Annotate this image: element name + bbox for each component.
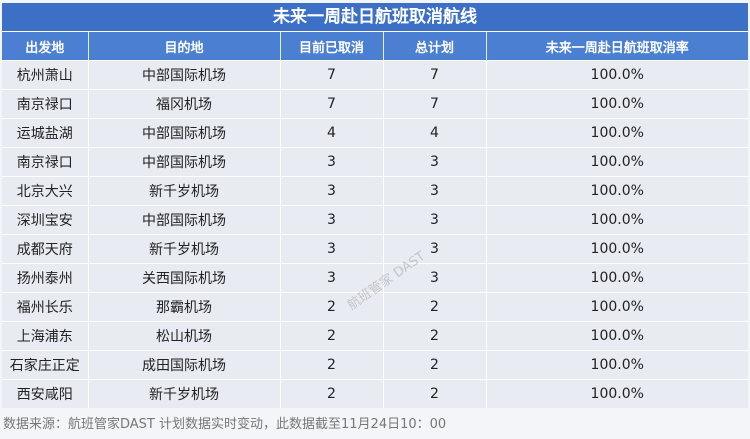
cell-cancelled: 2 xyxy=(280,350,384,380)
cell-rate: 100.0% xyxy=(486,379,748,408)
cell-origin: 南京禄口 xyxy=(2,147,89,177)
cell-rate: 100.0% xyxy=(486,205,748,235)
cell-rate: 100.0% xyxy=(486,350,748,380)
cell-cancelled: 3 xyxy=(280,205,384,235)
cell-planned: 3 xyxy=(383,176,487,206)
cell-rate: 100.0% xyxy=(486,263,748,293)
cell-rate: 100.0% xyxy=(486,60,748,90)
table-row: 运城盐湖 中部国际机场 4 4 100.0% xyxy=(2,118,748,148)
cell-origin: 深圳宝安 xyxy=(2,205,89,235)
cell-planned: 3 xyxy=(383,263,487,293)
cell-origin: 运城盐湖 xyxy=(2,118,89,148)
cell-planned: 3 xyxy=(383,234,487,264)
cell-origin: 北京大兴 xyxy=(2,176,89,206)
table-row: 南京禄口 中部国际机场 3 3 100.0% xyxy=(2,147,748,177)
header-cancelled: 目前已取消 xyxy=(280,32,384,61)
cell-cancelled: 2 xyxy=(280,379,384,408)
cell-cancelled: 3 xyxy=(280,147,384,177)
cell-destination: 关西国际机场 xyxy=(88,263,281,293)
cell-planned: 4 xyxy=(383,118,487,148)
cell-cancelled: 7 xyxy=(280,89,384,119)
cell-rate: 100.0% xyxy=(486,321,748,351)
cell-cancelled: 2 xyxy=(280,321,384,351)
table-row: 成都天府 新千岁机场 3 3 100.0% xyxy=(2,234,748,264)
cell-origin: 上海浦东 xyxy=(2,321,89,351)
cell-destination: 中部国际机场 xyxy=(88,60,281,90)
cell-planned: 7 xyxy=(383,89,487,119)
cell-destination: 福冈机场 xyxy=(88,89,281,119)
cell-cancelled: 3 xyxy=(280,176,384,206)
cell-planned: 2 xyxy=(383,321,487,351)
cancellation-table: 出发地 目的地 目前已取消 总计划 未来一周赴日航班取消率 杭州萧山 中部国际机场… xyxy=(2,32,748,408)
header-planned: 总计划 xyxy=(383,32,487,61)
header-rate: 未来一周赴日航班取消率 xyxy=(486,32,748,61)
cell-cancelled: 7 xyxy=(280,60,384,90)
cell-planned: 3 xyxy=(383,205,487,235)
cell-destination: 新千岁机场 xyxy=(88,176,281,206)
cell-rate: 100.0% xyxy=(486,234,748,264)
cell-planned: 7 xyxy=(383,60,487,90)
cell-destination: 新千岁机场 xyxy=(88,379,281,408)
cell-origin: 南京禄口 xyxy=(2,89,89,119)
cell-origin: 成都天府 xyxy=(2,234,89,264)
cell-destination: 那霸机场 xyxy=(88,292,281,322)
table-row: 石家庄正定 成田国际机场 2 2 100.0% xyxy=(2,350,748,380)
cell-destination: 成田国际机场 xyxy=(88,350,281,380)
cell-destination: 中部国际机场 xyxy=(88,205,281,235)
cell-origin: 西安咸阳 xyxy=(2,379,89,408)
header-origin: 出发地 xyxy=(2,32,89,61)
table-row: 福州长乐 那霸机场 2 2 100.0% xyxy=(2,292,748,322)
table-title: 未来一周赴日航班取消航线 xyxy=(2,3,748,32)
table-row: 西安咸阳 新千岁机场 2 2 100.0% xyxy=(2,379,748,408)
cell-rate: 100.0% xyxy=(486,147,748,177)
cell-cancelled: 3 xyxy=(280,263,384,293)
cell-destination: 中部国际机场 xyxy=(88,147,281,177)
table-row: 北京大兴 新千岁机场 3 3 100.0% xyxy=(2,176,748,206)
cell-planned: 3 xyxy=(383,147,487,177)
cell-rate: 100.0% xyxy=(486,89,748,119)
cell-origin: 扬州泰州 xyxy=(2,263,89,293)
cell-planned: 2 xyxy=(383,379,487,408)
table-row: 南京禄口 福冈机场 7 7 100.0% xyxy=(2,89,748,119)
cell-rate: 100.0% xyxy=(486,176,748,206)
cell-origin: 石家庄正定 xyxy=(2,350,89,380)
cell-cancelled: 3 xyxy=(280,234,384,264)
cell-origin: 杭州萧山 xyxy=(2,60,89,90)
cell-destination: 新千岁机场 xyxy=(88,234,281,264)
header-row: 出发地 目的地 目前已取消 总计划 未来一周赴日航班取消率 xyxy=(2,32,748,61)
flight-cancellation-table-container: 未来一周赴日航班取消航线 出发地 目的地 目前已取消 总计划 未来一周赴日航班取… xyxy=(2,3,748,408)
cell-rate: 100.0% xyxy=(486,292,748,322)
cell-destination: 中部国际机场 xyxy=(88,118,281,148)
table-row: 深圳宝安 中部国际机场 3 3 100.0% xyxy=(2,205,748,235)
cell-origin: 福州长乐 xyxy=(2,292,89,322)
cell-cancelled: 4 xyxy=(280,118,384,148)
cell-planned: 2 xyxy=(383,350,487,380)
cell-planned: 2 xyxy=(383,292,487,322)
footer-source-note: 数据来源：航班管家DAST 计划数据实时变动，此数据截至11月24日10：00 xyxy=(3,417,447,432)
cell-cancelled: 2 xyxy=(280,292,384,322)
table-row: 扬州泰州 关西国际机场 3 3 100.0% xyxy=(2,263,748,293)
table-row: 上海浦东 松山机场 2 2 100.0% xyxy=(2,321,748,351)
header-destination: 目的地 xyxy=(88,32,281,61)
cell-rate: 100.0% xyxy=(486,118,748,148)
table-row: 杭州萧山 中部国际机场 7 7 100.0% xyxy=(2,60,748,90)
cell-destination: 松山机场 xyxy=(88,321,281,351)
